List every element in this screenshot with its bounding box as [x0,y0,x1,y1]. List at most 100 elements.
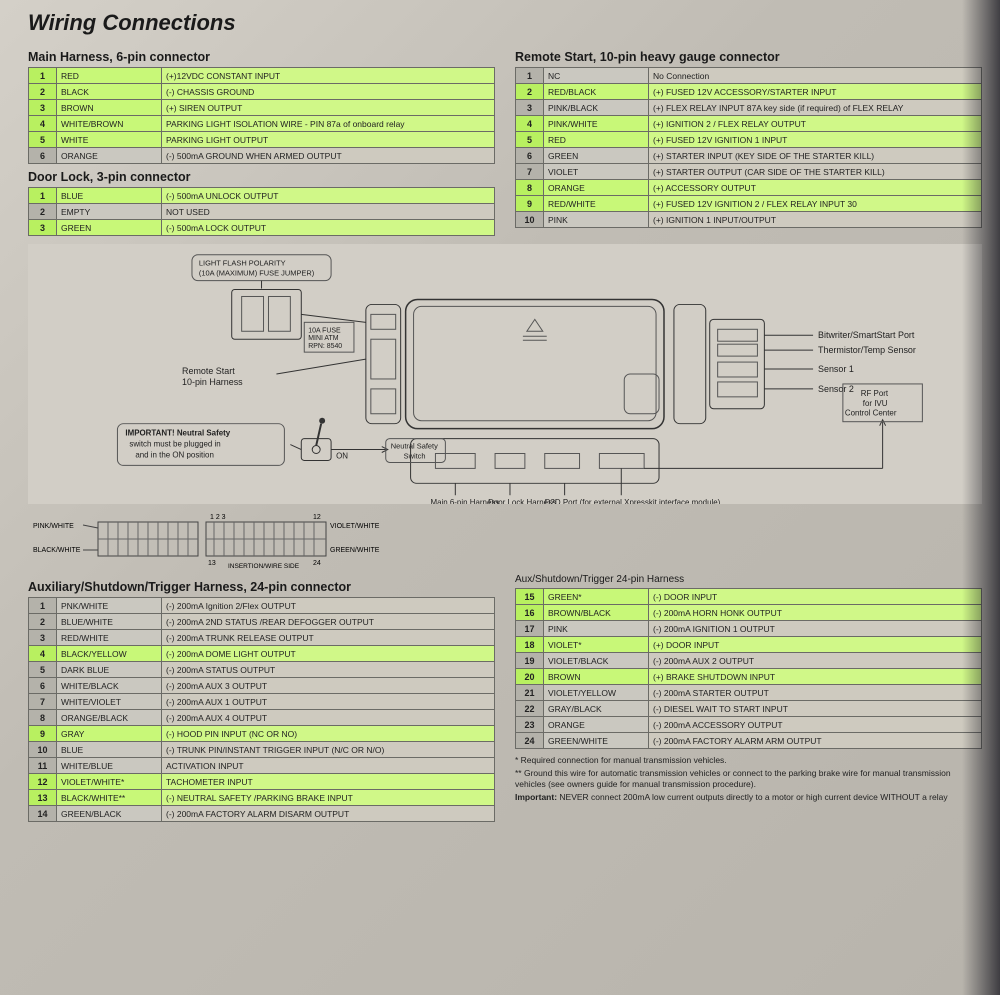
table-row: 4WHITE/BROWNPARKING LIGHT ISOLATION WIRE… [29,116,495,132]
bitwriter-label: Bitwriter/SmartStart Port [818,330,915,340]
table-row: 5WHITEPARKING LIGHT OUTPUT [29,132,495,148]
pin-number: 13 [29,790,57,806]
aux-left-table: 1PNK/WHITE(-) 200mA Ignition 2/Flex OUTP… [28,597,495,822]
table-row: 2BLUE/WHITE(-) 200mA 2ND STATUS /REAR DE… [29,614,495,630]
wire-desc: PARKING LIGHT ISOLATION WIRE - PIN 87a o… [162,116,495,132]
pin-number: 14 [29,806,57,822]
main-harness-table: 1RED(+)12VDC CONSTANT INPUT2BLACK(-) CHA… [28,67,495,164]
conn-13: 13 [208,560,216,567]
wire-color: RED [544,132,649,148]
top-columns: Main Harness, 6-pin connector 1RED(+)12V… [28,44,982,236]
pin-number: 22 [516,701,544,717]
photo-dark-edge [962,0,1000,995]
table-row: 5DARK BLUE(-) 200mA STATUS OUTPUT [29,662,495,678]
table-row: 23ORANGE(-) 200mA ACCESSORY OUTPUT [516,717,982,733]
aux-heading: Auxiliary/Shutdown/Trigger Harness, 24-p… [28,580,495,594]
wire-desc: (-) DIESEL WAIT TO START INPUT [649,701,982,717]
wire-color: EMPTY [57,204,162,220]
wire-desc: TACHOMETER INPUT [162,774,495,790]
table-row: 1PNK/WHITE(-) 200mA Ignition 2/Flex OUTP… [29,598,495,614]
wire-color: GREEN/BLACK [57,806,162,822]
table-row: 3RED/WHITE(-) 200mA TRUNK RELEASE OUTPUT [29,630,495,646]
pin-number: 5 [516,132,544,148]
rfport-l2: for IVU [863,399,888,408]
wire-desc: (+) DOOR INPUT [649,637,982,653]
table-row: 8ORANGE(+) ACCESSORY OUTPUT [516,180,982,196]
wire-desc: PARKING LIGHT OUTPUT [162,132,495,148]
wire-desc: (-) 200mA Ignition 2/Flex OUTPUT [162,598,495,614]
pin-number: 5 [29,132,57,148]
pin-number: 17 [516,621,544,637]
wire-color: GREEN* [544,589,649,605]
ns-l2: Switch [404,451,426,460]
remote-start-heading: Remote Start, 10-pin heavy gauge connect… [515,50,982,64]
wire-color: PINK [544,212,649,228]
wire-color: RED/WHITE [57,630,162,646]
wire-desc: (-) 200mA STARTER OUTPUT [649,685,982,701]
table-row: 9RED/WHITE(+) FUSED 12V IGNITION 2 / FLE… [516,196,982,212]
wire-color: BROWN/BLACK [544,605,649,621]
wire-desc: (+) STARTER OUTPUT (CAR SIDE OF THE STAR… [649,164,982,180]
pin-number: 11 [29,758,57,774]
pin-number: 23 [516,717,544,733]
rs-l2: 10-pin Harness [182,377,243,387]
table-row: 1NCNo Connection [516,68,982,84]
table-row: 14GREEN/BLACK(-) 200mA FACTORY ALARM DIS… [29,806,495,822]
wire-color: WHITE/BLACK [57,678,162,694]
wire-color: BROWN [544,669,649,685]
wire-color: WHITE [57,132,162,148]
pin-number: 4 [29,116,57,132]
wire-desc: (+) IGNITION 2 / FLEX RELAY OUTPUT [649,116,982,132]
table-row: 7VIOLET(+) STARTER OUTPUT (CAR SIDE OF T… [516,164,982,180]
rs-l1: Remote Start [182,366,235,376]
wire-color: GREEN [544,148,649,164]
wire-color: RED [57,68,162,84]
fuse-l2: (10A (MAXIMUM) FUSE JUMPER) [199,269,315,278]
door-lock-heading: Door Lock, 3-pin connector [28,170,495,184]
wire-desc: ACTIVATION INPUT [162,758,495,774]
table-row: 18VIOLET*(+) DOOR INPUT [516,637,982,653]
aux-right-table: 15GREEN*(-) DOOR INPUT16BROWN/BLACK(-) 2… [515,588,982,749]
table-row: 7WHITE/VIOLET(-) 200mA AUX 1 OUTPUT [29,694,495,710]
wire-desc: (-) 500mA UNLOCK OUTPUT [162,188,495,204]
left-column: Main Harness, 6-pin connector 1RED(+)12V… [28,44,495,236]
wire-color: BROWN [57,100,162,116]
wire-desc: (+) FUSED 12V IGNITION 2 / FLEX RELAY IN… [649,196,982,212]
aux-sub-label: Aux/Shutdown/Trigger 24-pin Harness [515,574,982,585]
table-row: 2RED/BLACK(+) FUSED 12V ACCESSORY/STARTE… [516,84,982,100]
pin-number: 3 [516,100,544,116]
conn-24: 24 [313,560,321,567]
table-row: 16BROWN/BLACK(-) 200mA HORN HONK OUTPUT [516,605,982,621]
page-title: Wiring Connections [28,10,982,36]
footnote-dstar: ** Ground this wire for automatic transm… [515,768,982,790]
wire-desc: (-) 200mA 2ND STATUS /REAR DEFOGGER OUTP… [162,614,495,630]
wire-color: BLUE/WHITE [57,614,162,630]
imp-l1: IMPORTANT! Neutral Safety [125,429,230,438]
wire-color: PINK [544,621,649,637]
pin-number: 1 [516,68,544,84]
fusesm-l2: MINI ATM [308,335,339,342]
wire-color: BLACK/YELLOW [57,646,162,662]
footnote-important-text: NEVER connect 200mA low current outputs … [559,792,947,802]
table-row: 17PINK(-) 200mA IGNITION 1 OUTPUT [516,621,982,637]
wire-color: ORANGE [57,148,162,164]
wire-desc: (+) SIREN OUTPUT [162,100,495,116]
table-row: 2BLACK(-) CHASSIS GROUND [29,84,495,100]
aux-left-col: Auxiliary/Shutdown/Trigger Harness, 24-p… [28,574,495,822]
fuse-l1: LIGHT FLASH POLARITY [199,259,286,268]
fusesm-l1: 10A FUSE [308,327,341,334]
table-row: 10BLUE(-) TRUNK PIN/INSTANT TRIGGER INPU… [29,742,495,758]
wire-desc: (-) TRUNK PIN/INSTANT TRIGGER INPUT (N/C… [162,742,495,758]
sensor2-label: Sensor 2 [818,384,854,394]
table-row: 11WHITE/BLUEACTIVATION INPUT [29,758,495,774]
wire-desc: (-) 200mA AUX 3 OUTPUT [162,678,495,694]
rfport-l3: Control Center [845,409,897,418]
table-row: 12VIOLET/WHITE*TACHOMETER INPUT [29,774,495,790]
pin-number: 18 [516,637,544,653]
table-row: 1BLUE(-) 500mA UNLOCK OUTPUT [29,188,495,204]
wire-desc: (-) 200mA FACTORY ALARM ARM OUTPUT [649,733,982,749]
footnote-important: Important: NEVER connect 200mA low curre… [515,792,982,803]
conn-pw: PINK/WHITE [33,523,74,530]
wire-desc: (-) 200mA DOME LIGHT OUTPUT [162,646,495,662]
wire-color: PNK/WHITE [57,598,162,614]
